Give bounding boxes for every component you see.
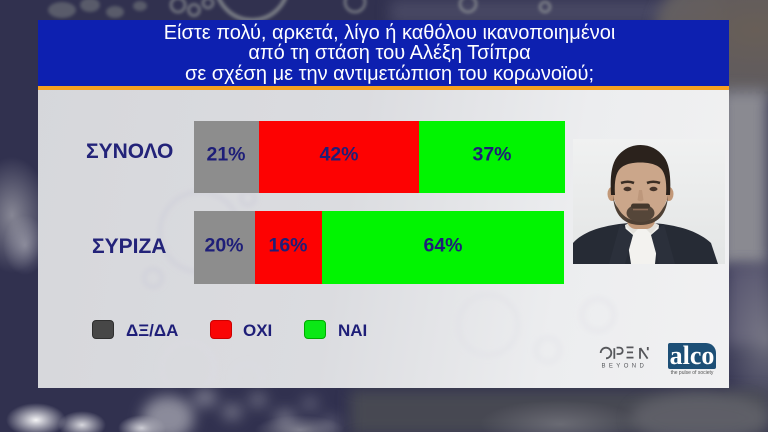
svg-text:BEYOND: BEYOND (602, 364, 648, 370)
